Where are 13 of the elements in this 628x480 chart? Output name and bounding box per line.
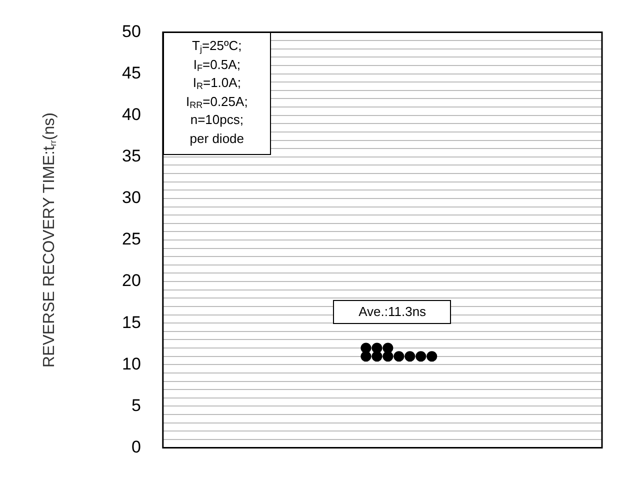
y-tick-label: 30 xyxy=(122,188,141,208)
y-tick-label: 20 xyxy=(122,271,141,290)
y-tick-label: 10 xyxy=(122,354,141,374)
y-tick-label: 45 xyxy=(122,63,141,82)
y-tick-label: 5 xyxy=(131,396,141,415)
y-tick-label: 50 xyxy=(122,22,141,41)
y-tick-label: 0 xyxy=(131,437,141,456)
y-tick-label: 40 xyxy=(122,105,141,124)
text-box: Ave.:11.3ns xyxy=(333,300,452,324)
y-tick-label: 25 xyxy=(122,230,141,249)
y-tick-label: 35 xyxy=(122,146,141,166)
y-tick-label: 15 xyxy=(122,312,141,332)
text-box: T$_{j}$=25ºC; I$_{F}$=0.5A; I$_{R}$=1.0A; I$_{RR}$=0.25A; n=10pcs; per diode xyxy=(162,32,271,156)
